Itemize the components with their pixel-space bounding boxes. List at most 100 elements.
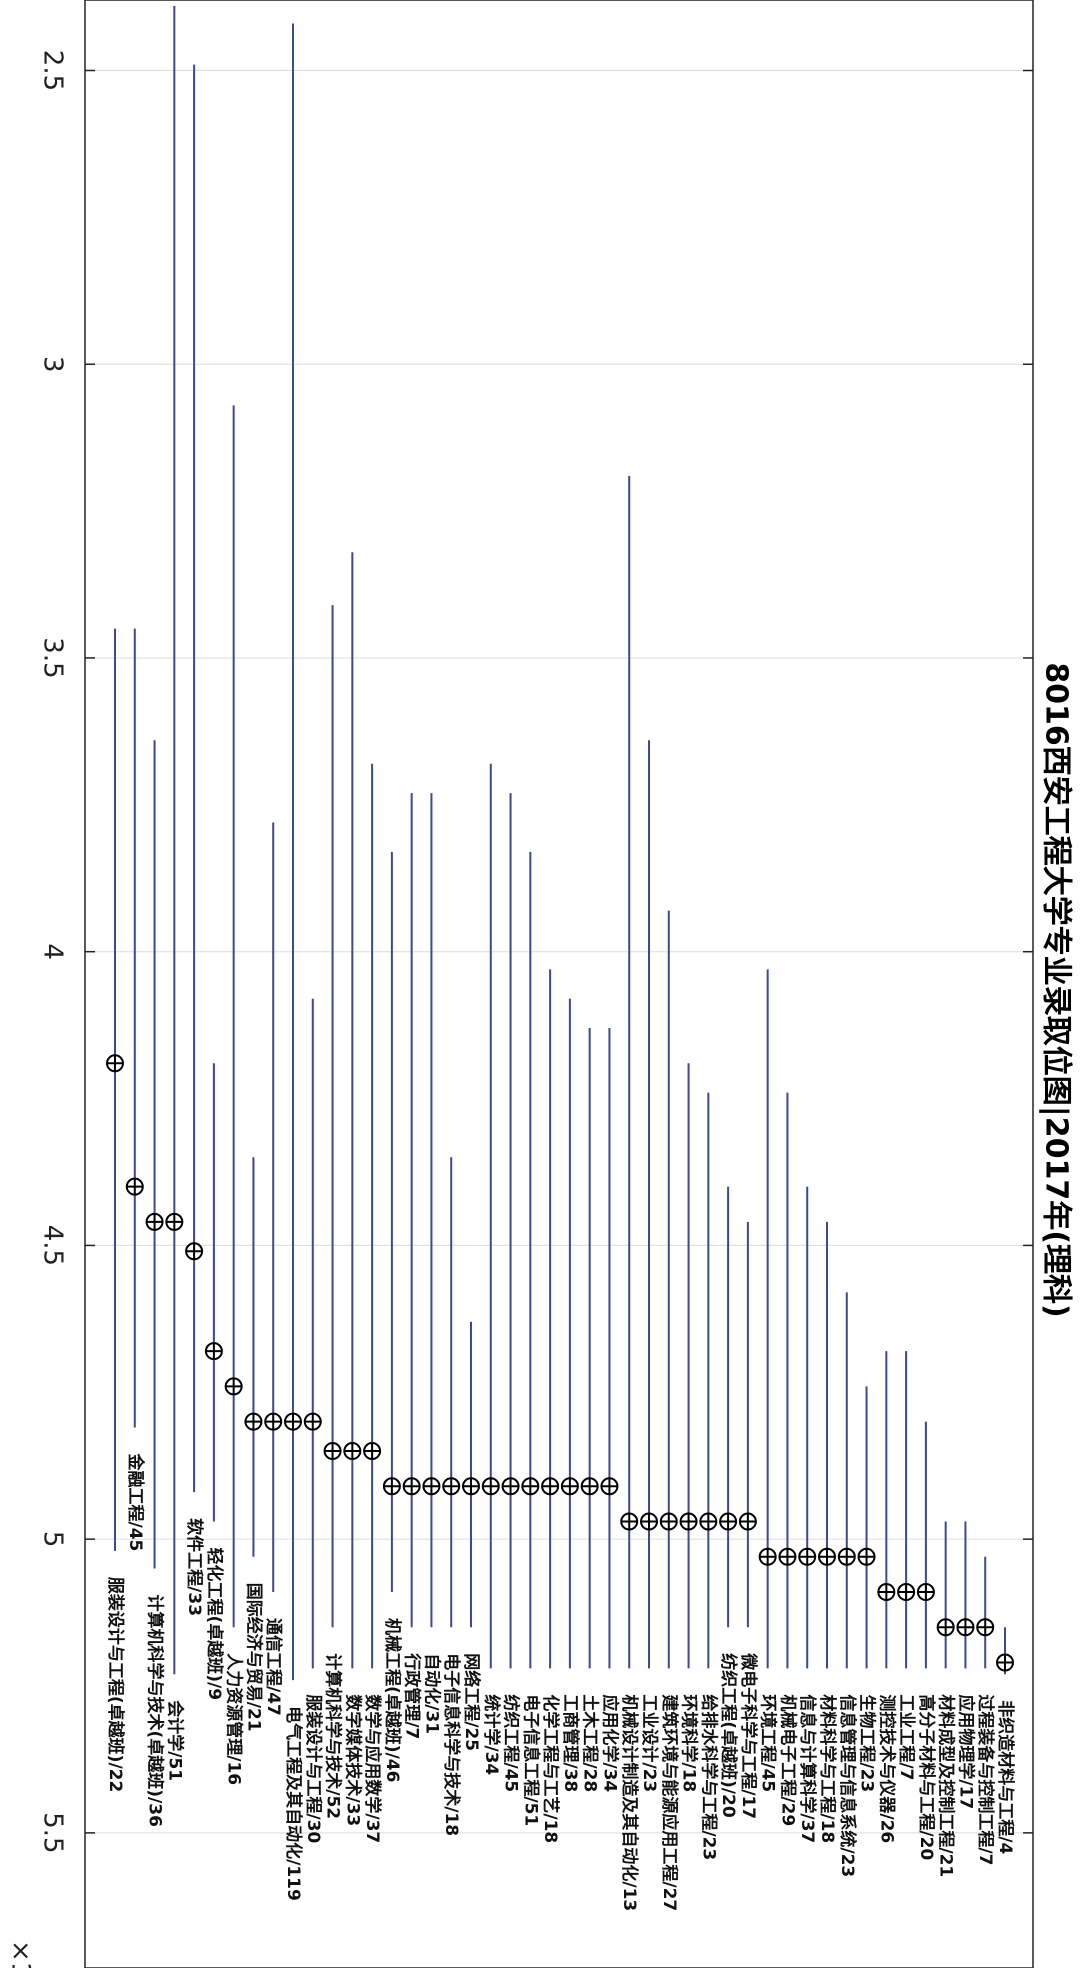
marker-cross xyxy=(581,1478,598,1495)
category-label: 测控技术与仪器/26 xyxy=(876,1694,897,1843)
category-label: 国际经济与贸易/21 xyxy=(243,1583,264,1732)
category-label: 过程装备与控制工程/7 xyxy=(975,1694,996,1865)
marker-cross xyxy=(522,1478,539,1495)
category-label: 电气工程及其自动化/119 xyxy=(283,1706,304,1901)
chart-title: 8016西安工程大学专业录取位图|2017年(理科) xyxy=(1039,662,1074,1317)
category-label: 应用化学/34 xyxy=(599,1694,620,1792)
marker-cross xyxy=(423,1478,440,1495)
marker-cross xyxy=(245,1413,262,1430)
marker-cross xyxy=(186,1243,203,1260)
category-label: 网络工程/25 xyxy=(461,1653,482,1751)
y-tick-label: 5.5 xyxy=(38,1812,68,1853)
category-label: 土木工程/28 xyxy=(580,1694,601,1792)
category-label: 建筑环境与能源应用工程/27 xyxy=(659,1694,680,1911)
category-label: 数学与应用数学/37 xyxy=(362,1694,383,1843)
category-label: 材料成型及控制工程/21 xyxy=(936,1694,957,1877)
category-label: 材料科学与工程/18 xyxy=(817,1694,838,1843)
marker-cross xyxy=(621,1513,638,1530)
marker-cross xyxy=(739,1513,756,1530)
category-label: 行政管理/7 xyxy=(402,1652,423,1739)
category-label: 纺织工程/45 xyxy=(501,1694,522,1792)
marker-cross xyxy=(344,1443,361,1460)
category-label: 高分子材料与工程/20 xyxy=(916,1694,937,1860)
marker-cross xyxy=(680,1513,697,1530)
category-label: 信息与计算科学/37 xyxy=(797,1694,818,1843)
marker-cross xyxy=(878,1584,895,1601)
marker-cross xyxy=(819,1548,835,1565)
category-label: 电子信息工程/51 xyxy=(520,1694,541,1826)
category-label: 非织造材料与工程/4 xyxy=(995,1700,1016,1854)
category-label: 软件工程/33 xyxy=(184,1518,205,1616)
y-tick-label: 3 xyxy=(38,356,68,373)
category-label: 信息管理与信息系统/23 xyxy=(837,1694,858,1877)
marker-cross xyxy=(205,1343,222,1360)
marker-cross xyxy=(937,1619,954,1636)
marker-cross xyxy=(107,1055,123,1072)
y-tick-label: 3.5 xyxy=(38,637,68,678)
y-tick-label: 5 xyxy=(38,1531,68,1548)
category-label: 给排水科学与工程/23 xyxy=(698,1694,719,1860)
category-label: 金融工程/45 xyxy=(125,1453,146,1552)
category-label: 微电子科学与工程/17 xyxy=(738,1652,759,1819)
marker-cross xyxy=(977,1619,994,1636)
category-label: 纺织工程(卓越班)/20 xyxy=(718,1653,739,1818)
marker-cross xyxy=(759,1548,776,1565)
category-label: 应用物理学/17 xyxy=(955,1694,976,1809)
category-label: 服装设计与工程/30 xyxy=(303,1694,324,1843)
marker-cross xyxy=(502,1478,519,1495)
y-tick-label: 4.5 xyxy=(38,1225,68,1266)
category-label: 通信工程/47 xyxy=(263,1618,284,1716)
category-label: 工业工程/7 xyxy=(896,1694,916,1780)
marker-cross xyxy=(858,1548,875,1565)
y-tick-label: 4 xyxy=(38,943,68,960)
category-label: 机械电子工程/29 xyxy=(777,1694,798,1826)
marker-cross xyxy=(324,1443,341,1460)
marker-cross xyxy=(482,1478,499,1495)
marker-cross xyxy=(997,1654,1013,1671)
marker-cross xyxy=(126,1178,143,1195)
marker-cross xyxy=(898,1584,915,1601)
marker-cross xyxy=(166,1213,183,1230)
category-label: 化学工程与工艺/18 xyxy=(540,1694,561,1843)
y-tick-label: 2.5 xyxy=(38,50,68,91)
marker-cross xyxy=(917,1584,934,1601)
axis-multiplier: ×10⁴ xyxy=(6,1940,36,1968)
marker-cross xyxy=(443,1478,460,1495)
marker-cross xyxy=(838,1548,855,1565)
category-label: 电子信息科学与技术/18 xyxy=(441,1653,462,1836)
category-label: 工商管理/38 xyxy=(560,1694,581,1792)
category-label: 服装设计与工程(卓越班)/22 xyxy=(105,1577,126,1792)
marker-cross xyxy=(720,1513,737,1530)
marker-cross xyxy=(146,1213,163,1230)
marker-cross xyxy=(779,1548,796,1565)
marker-cross xyxy=(285,1413,301,1430)
category-label: 计算机科学与技术/52 xyxy=(323,1653,344,1819)
marker-cross xyxy=(641,1513,657,1530)
marker-cross xyxy=(403,1478,420,1495)
category-label: 工业设计/23 xyxy=(639,1694,660,1792)
category-label: 计算机科学与技术(卓越班)/36 xyxy=(145,1595,166,1827)
marker-cross xyxy=(542,1478,559,1495)
marker-cross xyxy=(463,1478,479,1495)
category-label: 会计学/51 xyxy=(164,1700,185,1781)
category-label: 机械设计制造及其自动化/13 xyxy=(619,1694,640,1911)
marker-cross xyxy=(364,1443,381,1460)
category-label: 人力资源管理/16 xyxy=(224,1653,245,1785)
category-label: 自动化/31 xyxy=(421,1653,442,1734)
category-label: 生物工程/23 xyxy=(857,1694,878,1792)
marker-cross xyxy=(660,1513,677,1530)
category-label: 数字媒体技术/33 xyxy=(342,1694,363,1826)
category-label: 环境科学/18 xyxy=(679,1694,700,1792)
marker-cross xyxy=(700,1513,717,1530)
plot-frame xyxy=(84,0,1034,1968)
marker-cross xyxy=(383,1478,400,1495)
marker-cross xyxy=(225,1378,242,1395)
category-label: 轻化工程(卓越班)/9 xyxy=(204,1548,225,1701)
marker-cross xyxy=(957,1619,974,1636)
marker-cross xyxy=(601,1478,618,1495)
marker-cross xyxy=(799,1548,816,1565)
category-label: 环境工程/45 xyxy=(758,1694,779,1792)
marker-cross xyxy=(265,1413,282,1430)
